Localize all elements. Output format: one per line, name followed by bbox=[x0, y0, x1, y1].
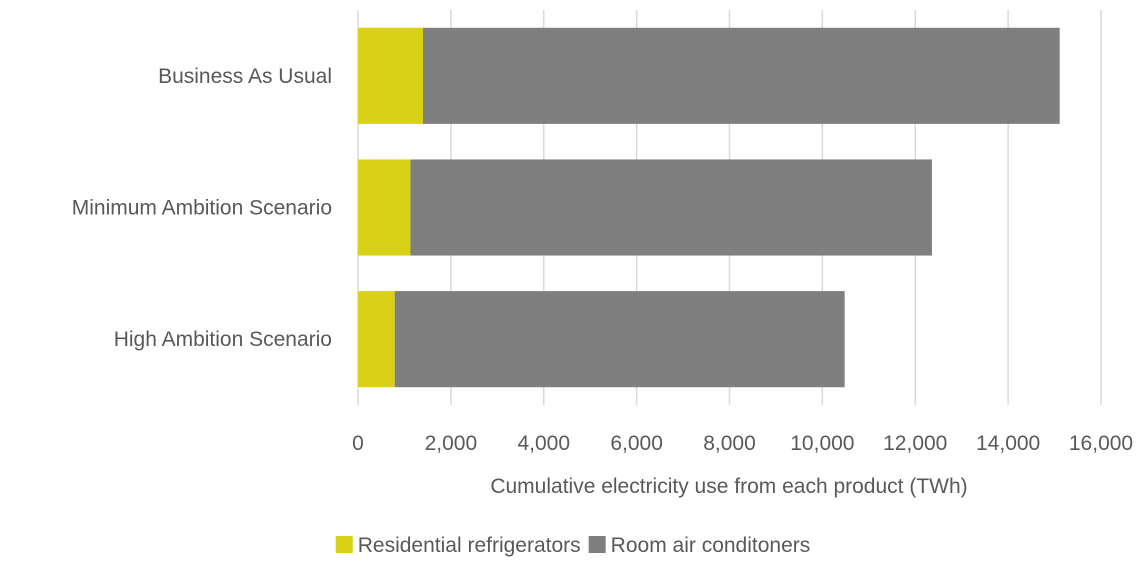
legend-item: Residential refrigerators bbox=[335, 534, 581, 557]
bar-2-series-0 bbox=[358, 291, 395, 388]
category-label: Minimum Ambition Scenario bbox=[72, 197, 332, 220]
legend-swatch bbox=[588, 536, 606, 553]
legend-item: Room air conditoners bbox=[588, 534, 811, 557]
bars bbox=[358, 27, 1060, 388]
bar-2-series-1 bbox=[394, 291, 845, 388]
category-labels: Business As Usual Minimum Ambition Scenar… bbox=[72, 65, 332, 351]
legend-label: Room air conditoners bbox=[611, 534, 811, 557]
bar-1-series-1 bbox=[410, 159, 932, 256]
x-tick-label: 14,000 bbox=[976, 432, 1040, 455]
bar-0-series-1 bbox=[423, 27, 1060, 124]
bar-0-series-0 bbox=[358, 27, 424, 124]
legend: Residential refrigerators Room air condit… bbox=[335, 534, 811, 557]
x-tick-label: 16,000 bbox=[1069, 432, 1133, 455]
x-tick-label: 12,000 bbox=[883, 432, 947, 455]
category-label: Business As Usual bbox=[158, 65, 332, 88]
x-axis-title: Cumulative electricity use from each pro… bbox=[490, 475, 967, 498]
x-tick-label: 6,000 bbox=[610, 432, 663, 455]
bar-1-series-0 bbox=[358, 159, 411, 256]
x-tick-label: 2,000 bbox=[425, 432, 478, 455]
x-tick-label: 8,000 bbox=[703, 432, 756, 455]
x-tick-label: 10,000 bbox=[790, 432, 854, 455]
category-label: High Ambition Scenario bbox=[114, 328, 332, 351]
legend-label: Residential refrigerators bbox=[358, 534, 581, 557]
x-tick-labels: 0 2,000 4,000 6,000 8,000 10,000 12,000 14,000 1… bbox=[352, 432, 1133, 455]
legend-swatch bbox=[335, 536, 353, 553]
x-tick-label: 4,000 bbox=[517, 432, 570, 455]
x-tick-label: 0 bbox=[352, 432, 364, 455]
